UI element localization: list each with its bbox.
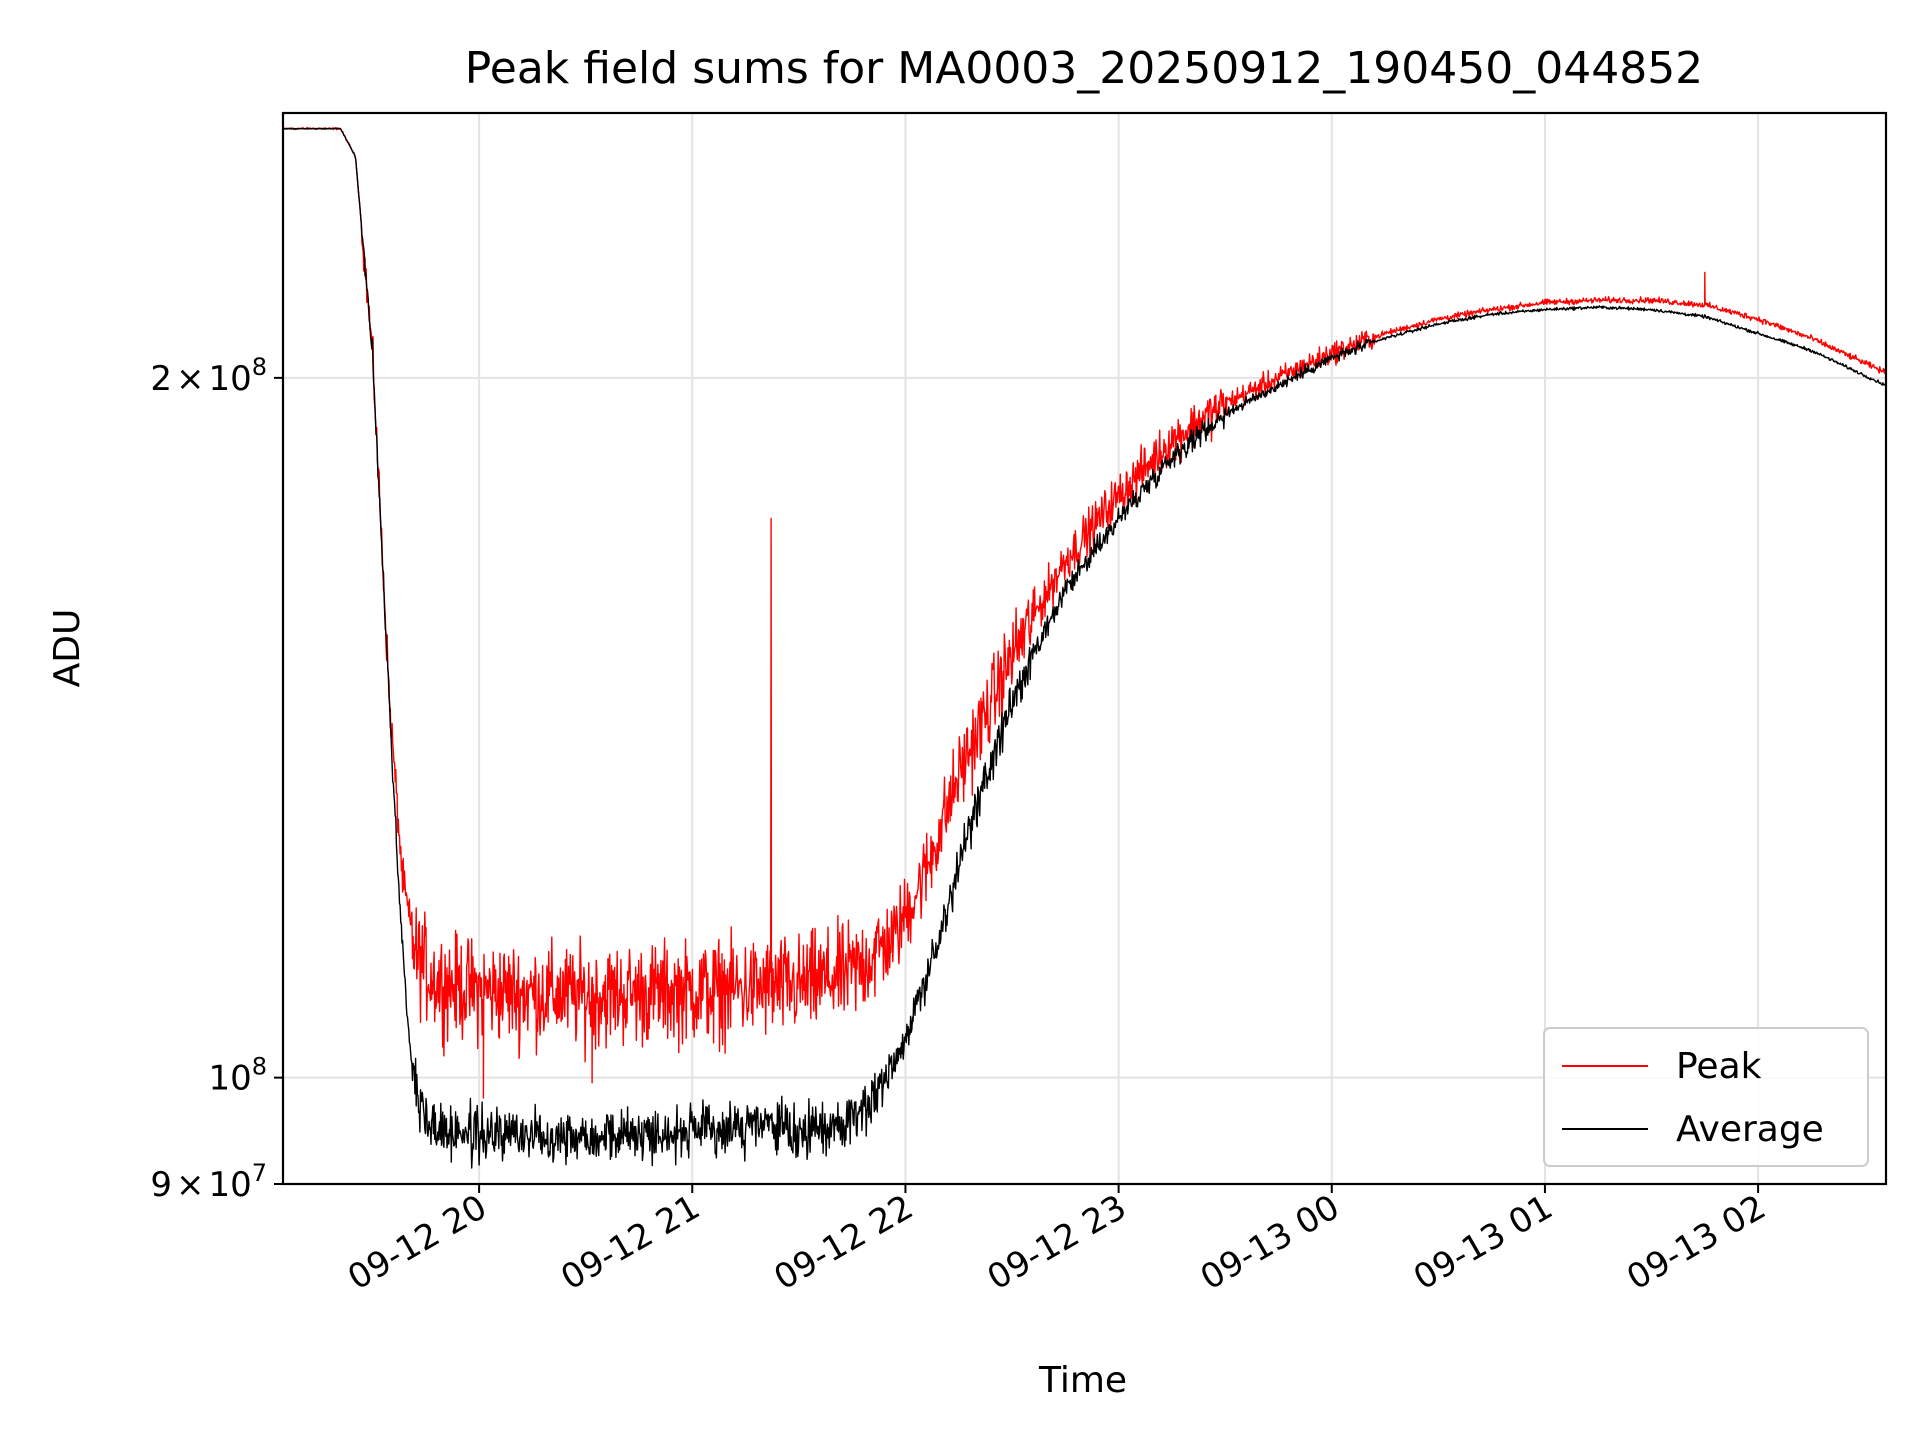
grid — [283, 113, 1886, 1184]
series-layer — [282, 126, 1887, 1169]
series-line-peak — [282, 126, 1887, 1099]
y-tick-label: 9 × 107 — [150, 1159, 267, 1205]
y-tick-label: 108 — [208, 1053, 267, 1099]
y-axis-label: ADU — [47, 609, 88, 688]
plot-frame — [281, 111, 1888, 1186]
legend-label-average: Average — [1676, 1109, 1824, 1150]
y-axis: 2 × 108 108 9 × 107 — [150, 353, 283, 1205]
legend: Peak Average — [1543, 1027, 1869, 1167]
chart-title: Peak field sums for MA0003_20250912_1904… — [465, 43, 1703, 94]
series-line-average — [282, 127, 1887, 1169]
legend-label-peak: Peak — [1676, 1046, 1762, 1087]
y-tick-label: 2 × 108 — [150, 353, 267, 399]
x-axis-label: Time — [1038, 1360, 1127, 1401]
legend-box — [1543, 1027, 1869, 1167]
